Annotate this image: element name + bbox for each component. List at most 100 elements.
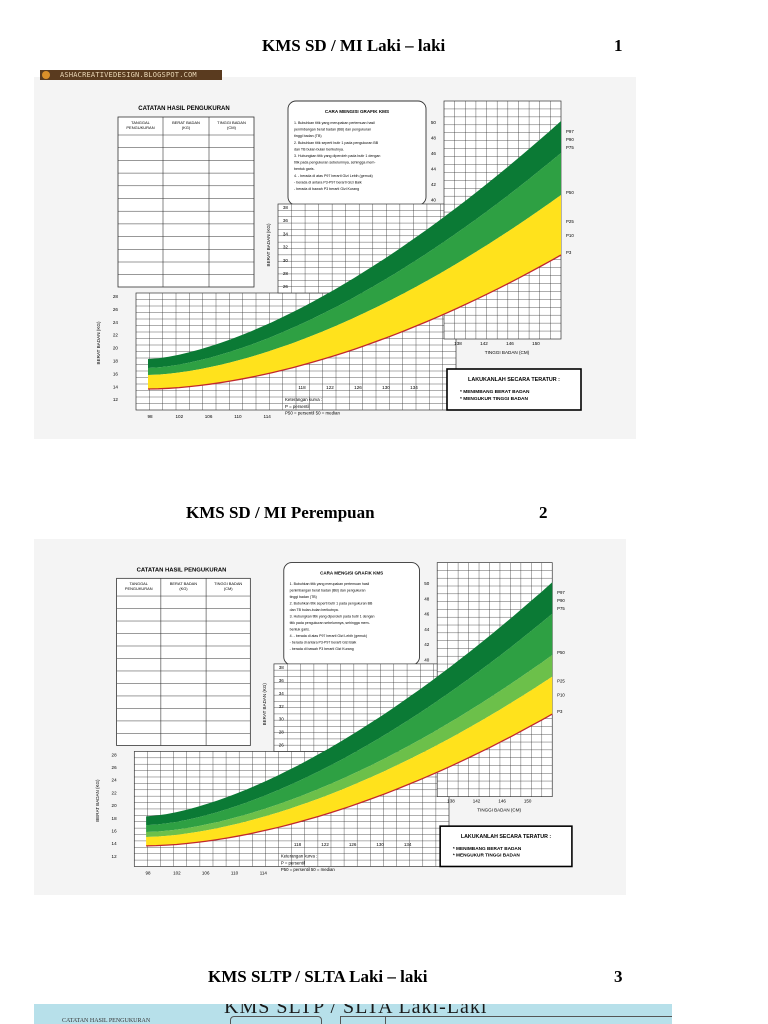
howto-line: titik pada pengukuran sebelumnya, sehing… [294,161,376,165]
chart3-box [340,1016,386,1024]
lower-y-tick: 26 [113,307,119,312]
record-table-title: CATATAN HASIL PENGUKURAN [138,106,229,112]
mid-x-tick: 126 [349,842,357,847]
percentile-label: P97 [557,590,565,595]
howto-line: 1. Bubuhkan titik yang merupakan pertemu… [290,582,370,586]
mid-x-tick: 122 [326,385,334,390]
upper-y-tick: 50 [424,581,430,586]
mid-y-tick: 36 [279,678,285,683]
mid-x-tick: 118 [294,842,302,847]
mid-y-tick: 36 [283,218,289,223]
notes-line: P = persentil [281,861,305,866]
howto-line: - berada di bawah P3 berarti Gizi Kurang [294,187,359,191]
page-number-3: 3 [614,967,623,986]
howto-line: 2. Bubuhkan titik seperti butir 1 pada p… [290,602,373,606]
lower-y-tick: 18 [113,359,119,364]
lower-y-tick: 14 [113,384,119,389]
lower-x-tick: 114 [260,870,268,875]
chart3-howto-box [230,1016,322,1024]
advice-box [439,825,573,868]
lower-x-tick: 114 [264,414,272,419]
advice-box [446,368,582,411]
page-number-1: 1 [614,36,623,55]
lower-y-tick: 12 [112,854,118,859]
lower-y-tick: 12 [113,397,119,402]
upper-x-tick: 138 [447,799,455,804]
lower-y-tick: 20 [112,803,118,808]
mid-x-tick: 118 [298,385,306,390]
percentile-label: P3 [566,250,572,255]
percentile-label: P25 [566,219,574,224]
upper-y-tick: 44 [424,627,430,632]
lower-x-tick: 110 [234,414,242,419]
howto-line: 4. - berada di atas P97 berarti Gizi Leb… [294,174,373,178]
record-table-header: PENGUKURAN [125,586,153,591]
howto-line: 1. Bubuhkan titik yang merupakan pertemu… [294,121,375,125]
percentile-label: P75 [557,606,565,611]
mid-y-tick: 34 [279,691,285,696]
notes-line: P50 = persentil 50 = median [281,867,336,872]
mid-y-tick: 26 [279,743,285,748]
mid-x-tick: 122 [321,842,329,847]
upper-x-axis-label: TINGGI BADAN (CM) [485,350,530,355]
chart3-table-title: CATATAN HASIL PENGUKURAN [62,1018,151,1024]
percentile-label: P50 [557,650,565,655]
percentile-band [148,195,561,389]
advice-item: * MENGUKUR TINGGI BADAN [453,853,520,859]
upper-y-tick: 48 [431,136,437,141]
mid-y-axis-label: BERAT BADAN (KG) [266,223,271,266]
mid-y-tick: 32 [283,245,289,250]
record-table-header: TANGGAL [131,120,151,125]
percentile-label: P90 [557,598,565,603]
record-table-header: TINGGI BADAN [217,120,246,125]
upper-x-tick: 150 [532,341,540,346]
lower-y-axis-label: BERAT BADAN (KG) [95,779,100,822]
notes-title: Keterangan kurva : [281,854,317,859]
upper-x-tick: 150 [524,799,532,804]
upper-y-tick: 50 [431,120,437,125]
howto-line: tinggi badan (TB) [290,595,317,599]
lower-x-tick: 102 [173,870,181,875]
mid-y-tick: 32 [279,704,285,709]
percentile-label: P75 [566,145,574,150]
kms-chart-1-svg: CATATAN HASIL PENGUKURAN TANGGALPENGUKURA… [34,77,636,439]
record-table-header: BERAT BADAN [172,120,200,125]
upper-x-tick: 146 [498,799,506,804]
lower-y-tick: 24 [112,778,118,783]
lower-y-axis-label: BERAT BADAN (KG) [96,321,101,364]
blog-watermark-bar: ASHACREATIVEDESIGN.BLOGSPOT.COM [40,70,222,80]
record-table-header: (CM) [227,125,237,130]
percentile-label: P3 [557,709,563,714]
lower-x-tick: 110 [231,870,239,875]
record-table-title: CATATAN HASIL PENGUKURAN [137,567,227,573]
mid-y-tick: 38 [283,205,289,210]
howto-line: titik pada pengukuran sebelumnya, sehing… [290,621,371,625]
howto-line: 3. Hubungkan titik yang diperoleh pada b… [294,154,380,158]
percentile-label: P10 [557,692,565,697]
upper-y-tick: 46 [431,151,437,156]
record-table-header: TANGGAL [130,581,149,586]
lower-y-tick: 16 [112,828,118,833]
record-table-header: TINGGI BADAN [214,581,242,586]
percentile-label: P50 [566,190,574,195]
chart3-title: KMS SLTP / SLTA Laki-Laki [224,1004,488,1018]
lower-y-tick: 14 [112,841,118,846]
howto-line: dan TB bulan-bulan berikutnya. [294,147,344,151]
mid-x-tick: 130 [376,842,384,847]
mid-y-tick: 38 [279,665,285,670]
record-table [117,116,255,288]
lower-y-tick: 22 [113,333,119,338]
upper-y-tick: 46 [424,612,430,617]
percentile-label: P10 [566,233,574,238]
advice-item: * MENGUKUR TINGGI BADAN [460,396,528,402]
lower-y-tick: 18 [112,816,118,821]
record-table-header: (CM) [224,586,233,591]
kms-chart-boys-sd: CATATAN HASIL PENGUKURAN TANGGAL PENGUKURA… [34,77,636,439]
record-table-header: (KG) [182,125,191,130]
lower-y-tick: 20 [113,346,119,351]
lower-x-tick: 98 [147,414,153,419]
upper-y-tick: 48 [424,596,430,601]
kms-chart-boys-sltp-partial: KMS SLTP / SLTA Laki-Laki CATATAN HASIL … [34,1004,672,1024]
lower-x-tick: 106 [202,870,210,875]
howto-line: - berada di bawah P3 berarti Gizi Kurang [290,647,354,651]
